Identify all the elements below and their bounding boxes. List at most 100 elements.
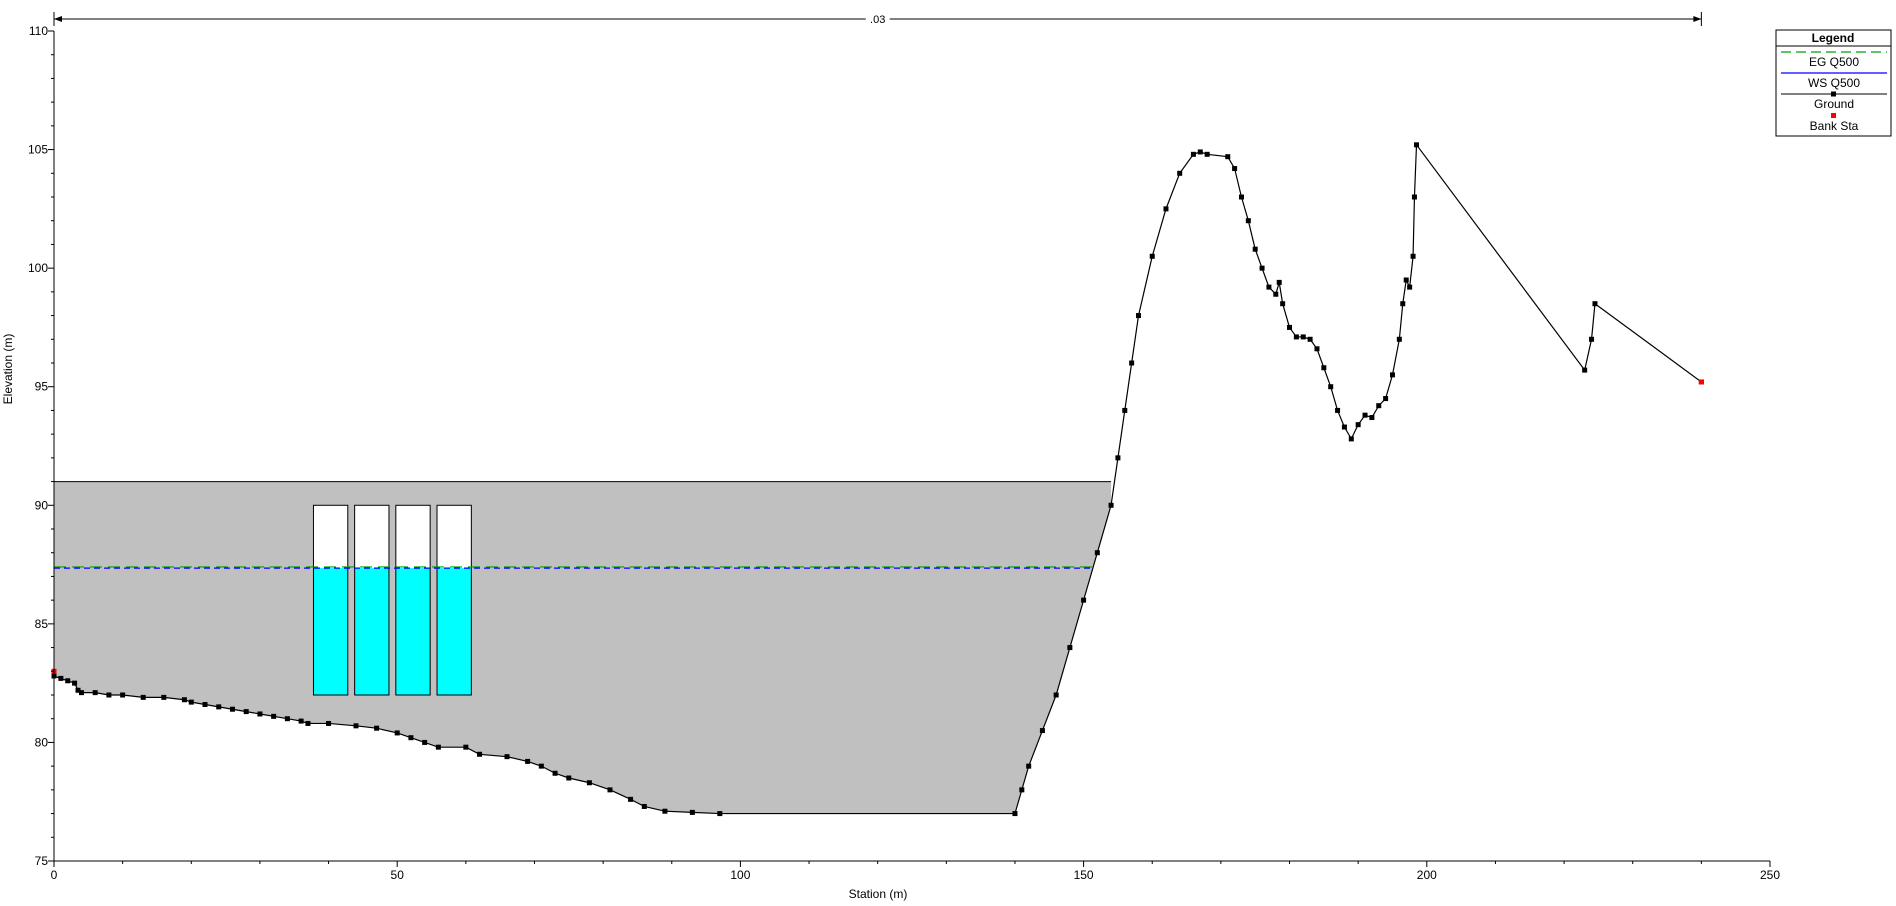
y-tick-label-7: 110 bbox=[29, 24, 48, 38]
ground-point-27 bbox=[422, 739, 428, 745]
ground-point-51 bbox=[1108, 502, 1114, 508]
legend: Legend EG Q500 WS Q500 Ground Bank Sta bbox=[1775, 29, 1892, 137]
ground-point-12 bbox=[188, 699, 194, 705]
ground-point-29 bbox=[463, 744, 469, 750]
culvert-1-water bbox=[313, 568, 348, 695]
x-axis-title: Station (m) bbox=[849, 887, 908, 901]
ground-point-16 bbox=[243, 709, 249, 715]
ground-point-42 bbox=[717, 811, 723, 817]
ground-point-33 bbox=[538, 763, 544, 769]
ground-point-63 bbox=[1232, 166, 1238, 172]
legend-ground-label: Ground bbox=[1814, 97, 1854, 111]
ground-point-5 bbox=[78, 690, 84, 696]
ground-point-41 bbox=[689, 809, 695, 815]
ground-point-55 bbox=[1136, 313, 1142, 319]
mannings-arrow-left bbox=[54, 16, 62, 22]
ground-point-70 bbox=[1276, 279, 1282, 285]
ground-point-31 bbox=[504, 754, 510, 760]
ground-point-32 bbox=[525, 758, 531, 764]
x-tick-label-2: 100 bbox=[730, 868, 750, 882]
y-tick-label-4: 95 bbox=[35, 380, 49, 394]
culvert-4-outline bbox=[436, 504, 472, 696]
culvert-1-outline bbox=[312, 504, 349, 696]
ground-point-93 bbox=[1411, 194, 1417, 200]
ground-point-61 bbox=[1204, 151, 1210, 157]
culvert-3-outline bbox=[395, 504, 431, 696]
ground-point-64 bbox=[1238, 194, 1244, 200]
bank-station-2 bbox=[1698, 379, 1704, 385]
ground-point-21 bbox=[305, 720, 311, 726]
mannings-arrow-right bbox=[1693, 16, 1702, 22]
ground-point-88 bbox=[1396, 336, 1402, 342]
y-tick-label-6: 105 bbox=[28, 143, 48, 157]
mannings-n-label: .03 bbox=[870, 14, 885, 26]
ground-point-17 bbox=[257, 711, 263, 717]
ground-point-6 bbox=[92, 690, 98, 696]
bridge-deck-fill bbox=[54, 481, 1112, 814]
legend-eg-label: EG Q500 bbox=[1809, 55, 1859, 69]
bridge-deck-layer bbox=[54, 481, 1112, 814]
ground-layer bbox=[51, 142, 1704, 817]
culvert-2-water bbox=[354, 568, 389, 695]
y-tick-label-5: 100 bbox=[28, 261, 48, 275]
x-tick-label-4: 200 bbox=[1417, 868, 1437, 882]
ground-point-91 bbox=[1407, 284, 1413, 290]
ground-point-46 bbox=[1039, 728, 1045, 734]
ground-point-43 bbox=[1012, 811, 1018, 817]
ground-point-11 bbox=[181, 697, 187, 703]
ground-point-74 bbox=[1300, 334, 1306, 340]
ground-point-20 bbox=[298, 718, 304, 724]
ground-point-48 bbox=[1067, 645, 1073, 651]
ground-point-81 bbox=[1348, 436, 1354, 442]
ground-point-1 bbox=[58, 675, 64, 681]
ground-point-66 bbox=[1252, 246, 1258, 252]
legend-ground-marker bbox=[1831, 91, 1836, 97]
ground-point-40 bbox=[662, 808, 668, 814]
legend-bank-label: Bank Sta bbox=[1810, 119, 1859, 133]
ground-point-7 bbox=[106, 692, 112, 698]
ground-point-18 bbox=[271, 713, 277, 719]
ground-point-14 bbox=[216, 704, 222, 710]
ground-point-47 bbox=[1053, 692, 1059, 698]
ground-point-30 bbox=[477, 751, 483, 757]
y-axis-title: Elevation (m) bbox=[1, 334, 15, 405]
legend-bank-marker bbox=[1831, 113, 1836, 118]
ground-point-52 bbox=[1115, 455, 1121, 461]
ground-point-15 bbox=[229, 706, 235, 712]
ground-point-79 bbox=[1335, 407, 1341, 413]
ground-point-23 bbox=[353, 723, 359, 729]
legend-ws-label: WS Q500 bbox=[1808, 76, 1860, 90]
ground-point-77 bbox=[1321, 365, 1327, 371]
ground-point-25 bbox=[394, 730, 400, 736]
ground-point-82 bbox=[1355, 422, 1361, 428]
ground-point-65 bbox=[1245, 218, 1251, 224]
ground-point-83 bbox=[1362, 412, 1368, 418]
culvert-4-water bbox=[437, 568, 472, 695]
x-tick-label-0: 0 bbox=[51, 868, 58, 882]
ground-point-62 bbox=[1225, 154, 1231, 160]
water-surface-layer bbox=[54, 566, 1093, 569]
ground-point-4 bbox=[75, 687, 81, 693]
ground-point-8 bbox=[120, 692, 126, 698]
ground-point-39 bbox=[641, 803, 647, 809]
mannings-label-background bbox=[865, 12, 890, 26]
ground-point-57 bbox=[1163, 206, 1169, 212]
ground-point-85 bbox=[1376, 403, 1382, 409]
ground-point-80 bbox=[1341, 424, 1347, 430]
ground-point-67 bbox=[1259, 265, 1265, 271]
ground-point-75 bbox=[1307, 336, 1313, 342]
culvert-2-outline bbox=[354, 504, 390, 696]
ground-point-92 bbox=[1410, 253, 1416, 259]
mannings-n-annotation: .03 bbox=[53, 12, 1702, 26]
ground-point-28 bbox=[435, 744, 441, 750]
y-tick-label-3: 90 bbox=[35, 498, 49, 512]
ground-point-78 bbox=[1328, 384, 1334, 390]
ground-point-76 bbox=[1314, 346, 1320, 352]
x-tick-label-1: 50 bbox=[391, 868, 405, 882]
ground-point-24 bbox=[374, 725, 380, 731]
ground-point-9 bbox=[140, 694, 146, 700]
ground-point-89 bbox=[1400, 301, 1406, 307]
ground-point-56 bbox=[1149, 253, 1155, 259]
ground-point-26 bbox=[408, 735, 414, 741]
legend-title: Legend bbox=[1812, 31, 1855, 45]
